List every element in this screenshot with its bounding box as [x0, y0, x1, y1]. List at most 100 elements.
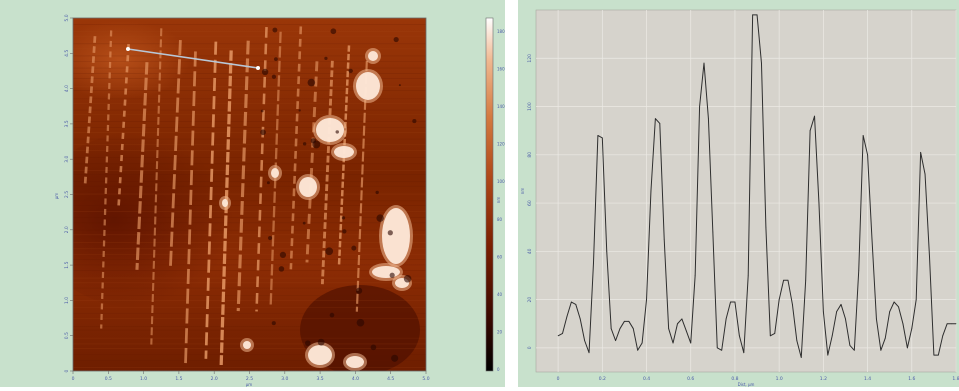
profile-line-marker[interactable]: [127, 48, 259, 69]
afm-x-tick-label: 2.0: [211, 376, 218, 382]
profile-point: [738, 335, 740, 337]
profile-point: [756, 14, 758, 16]
profile-point: [575, 304, 577, 305]
profile-point: [769, 335, 771, 337]
profile-point: [796, 340, 798, 342]
profile-point: [818, 202, 820, 204]
profile-point: [685, 330, 687, 332]
afm-x-unit: µm: [246, 382, 253, 387]
profile-point: [849, 345, 851, 346]
y-tick-label: 100: [527, 102, 533, 111]
x-tick-label: 0.4: [643, 376, 650, 382]
afm-y-ticks: 0 0.5 1.0 1.5 2.0 2.5 3.0 3.5 4.0 4.5 5.0: [64, 14, 73, 372]
y-tick-label: 20: [527, 297, 533, 303]
afm-panel: 0 0.5 1.0 1.5 2.0 2.5 3.0 3.5 4.0 4.5 5.0 0 0.5 1.0 1…: [0, 0, 505, 387]
profile-point: [951, 323, 952, 325]
colorbar-tick-label: 0: [497, 367, 500, 372]
profile-point: [597, 135, 599, 136]
afm-y-tick-label: 2.0: [64, 226, 70, 233]
profile-point: [716, 347, 718, 349]
profile-point: [783, 279, 784, 281]
profile-point: [765, 226, 767, 228]
profile-point: [668, 328, 670, 329]
profile-point: [747, 275, 749, 276]
profile-point: [955, 323, 957, 325]
y-tick-label: 60: [527, 200, 533, 206]
afm-y-tick-label: 3.0: [64, 155, 70, 162]
profile-point: [601, 137, 603, 139]
colorbar-tick-label: 100: [497, 179, 505, 184]
y-tick-label: 40: [527, 248, 533, 254]
afm-figure: 0 0.5 1.0 1.5 2.0 2.5 3.0 3.5 4.0 4.5 5.0 0 0.5 1.0 1…: [54, 14, 505, 387]
profile-point: [906, 347, 908, 349]
colorbar-tick-label: 140: [497, 104, 505, 109]
profile-point: [822, 311, 824, 313]
profile-point: [853, 349, 855, 351]
afm-x-tick-label: 5.0: [422, 376, 429, 382]
profile-line-start-handle[interactable]: [126, 47, 130, 51]
afm-x-tick-label: 4.0: [352, 376, 359, 382]
x-tick-label: 1.8: [952, 376, 959, 382]
afm-x-tick-label: 3.5: [317, 376, 324, 382]
profile-point: [845, 318, 846, 320]
afm-y-tick-label: 4.0: [64, 85, 70, 92]
colorbar-tick-label: 80: [497, 217, 503, 222]
profile-point: [650, 190, 652, 192]
profile-point: [915, 299, 917, 300]
profile-point: [694, 275, 696, 276]
profile-point: [858, 270, 860, 272]
afm-y-tick-label: 1.0: [64, 297, 70, 304]
profile-point: [761, 62, 762, 64]
chart-grid: [536, 10, 957, 372]
profile-point: [677, 323, 678, 325]
afm-y-unit: µm: [54, 193, 59, 200]
x-axis-label: Dist, µm: [738, 382, 755, 387]
afm-y-tick-label: 1.5: [64, 261, 70, 268]
profile-point: [654, 118, 656, 119]
profile-point: [876, 318, 877, 320]
profile-point: [836, 311, 838, 313]
profile-line-end-handle[interactable]: [256, 66, 260, 70]
profile-panel: 0 0.2 0.4 0.6 0.8 1.0 1.2 1.4 1.6 1.8 0 20 40 60 80 10…: [518, 0, 959, 387]
x-tick-label: 0.8: [731, 376, 738, 382]
colorbar-tick-label: 160: [497, 67, 505, 72]
colorbar-unit: nm: [496, 197, 501, 204]
profile-point: [778, 299, 780, 300]
afm-x-tick-label: 1.0: [140, 376, 147, 382]
profile-point: [787, 279, 789, 281]
profile-point: [920, 151, 922, 153]
profile-point: [889, 311, 891, 313]
afm-x-tick-label: 4.5: [387, 376, 394, 382]
afm-x-tick-label: 1.5: [175, 376, 182, 382]
profile-point: [570, 301, 572, 303]
x-tick-label: 1.0: [776, 376, 783, 382]
afm-y-tick-label: 5.0: [64, 14, 70, 21]
profile-point: [659, 123, 661, 124]
profile-point: [911, 328, 913, 329]
afm-y-tick-label: 2.5: [64, 191, 70, 198]
profile-point: [827, 354, 829, 356]
y-axis-label: nm: [520, 188, 525, 195]
profile-point: [703, 62, 705, 64]
afm-y-tick-label: 4.5: [64, 50, 70, 57]
profile-point: [743, 352, 745, 354]
profile-point: [730, 301, 731, 303]
profile-point: [774, 332, 776, 334]
profile-point: [712, 231, 714, 233]
profile-point: [902, 323, 904, 325]
profile-point: [672, 342, 674, 344]
afm-surface-texture: [73, 19, 426, 371]
afm-y-tick-label: 3.5: [64, 120, 70, 127]
x-tick-label: 0.6: [687, 376, 694, 382]
profile-point: [632, 328, 634, 329]
afm-x-tick-label: 3.0: [281, 376, 288, 382]
colorbar-tick-label: 180: [497, 29, 505, 34]
profile-point: [721, 349, 723, 351]
profile-point: [840, 304, 842, 305]
profile-point: [663, 238, 665, 240]
profile-chart: 0 0.2 0.4 0.6 0.8 1.0 1.2 1.4 1.6 1.8 0 20 40 60 80 10…: [520, 9, 959, 387]
profile-point: [924, 173, 926, 175]
profile-point: [615, 340, 616, 342]
profile-point: [579, 318, 581, 320]
colorbar-ticks: 0 20 40 60 80 100 120 140 160 180: [497, 29, 505, 372]
